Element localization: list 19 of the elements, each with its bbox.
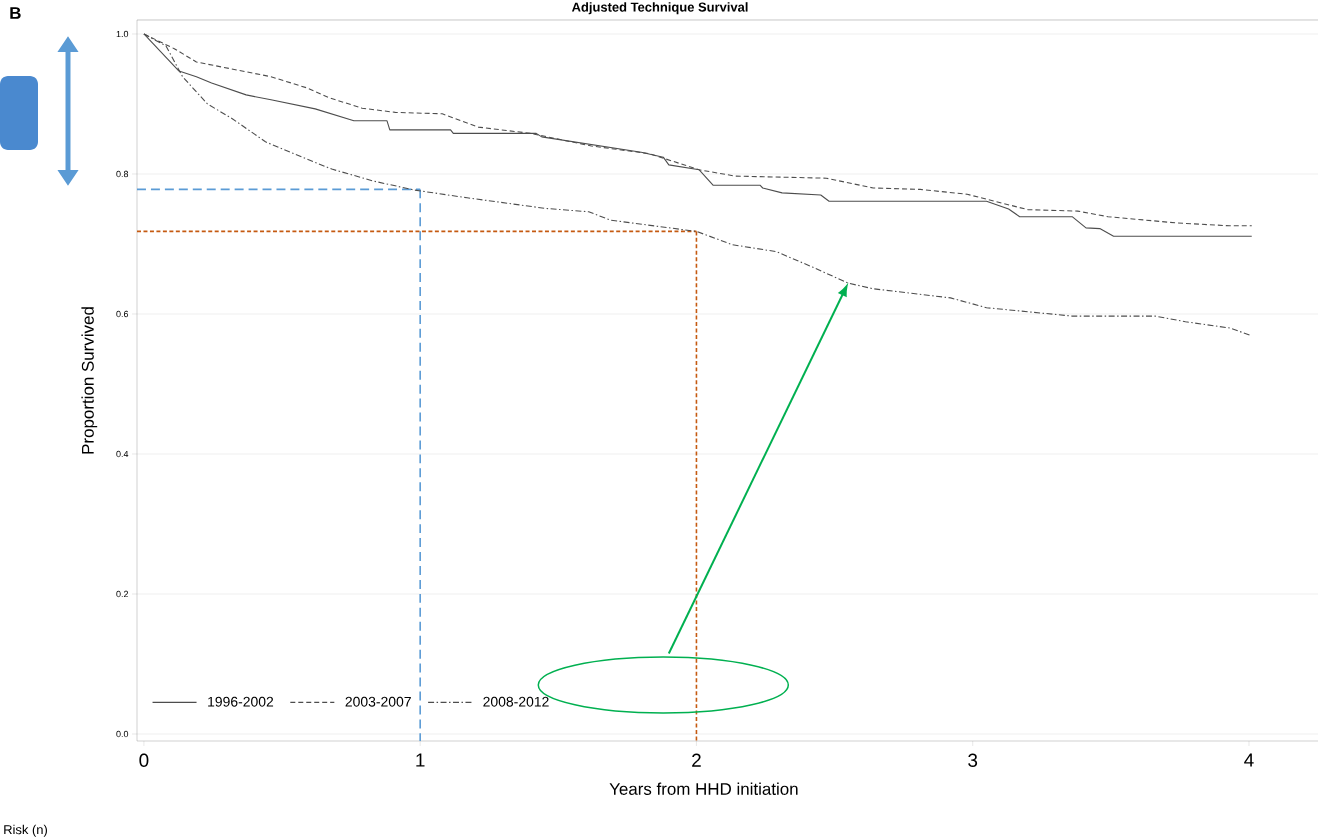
x-tick-label: 1: [416, 753, 425, 767]
y-tick-label: 0.0: [116, 730, 129, 738]
y-tick-label: 0.8: [116, 170, 129, 178]
x-tick-label: 2: [692, 753, 701, 767]
legend-label: 1996-2002: [208, 696, 274, 707]
text: B: [10, 7, 21, 19]
y-tick-label: 0.2: [116, 590, 129, 598]
x-tick-label: 3: [968, 753, 978, 767]
legend-label: 2003-2007: [345, 696, 411, 707]
legend-label: 2008-2012: [483, 696, 549, 707]
y-axis-title: Proportion Survived: [81, 307, 98, 454]
chart-title: Adjusted Technique Survival: [571, 2, 748, 15]
x-tick-label: 0: [139, 753, 149, 767]
x-tick-label: 4: [1244, 753, 1254, 767]
y-tick-label: 0.6: [116, 310, 129, 318]
text: Risk (n): [4, 824, 47, 837]
x-axis-title: Years from HHD initiation: [609, 782, 798, 795]
y-tick-label: 1.0: [116, 30, 129, 38]
y-tick-label: 0.4: [116, 450, 129, 458]
